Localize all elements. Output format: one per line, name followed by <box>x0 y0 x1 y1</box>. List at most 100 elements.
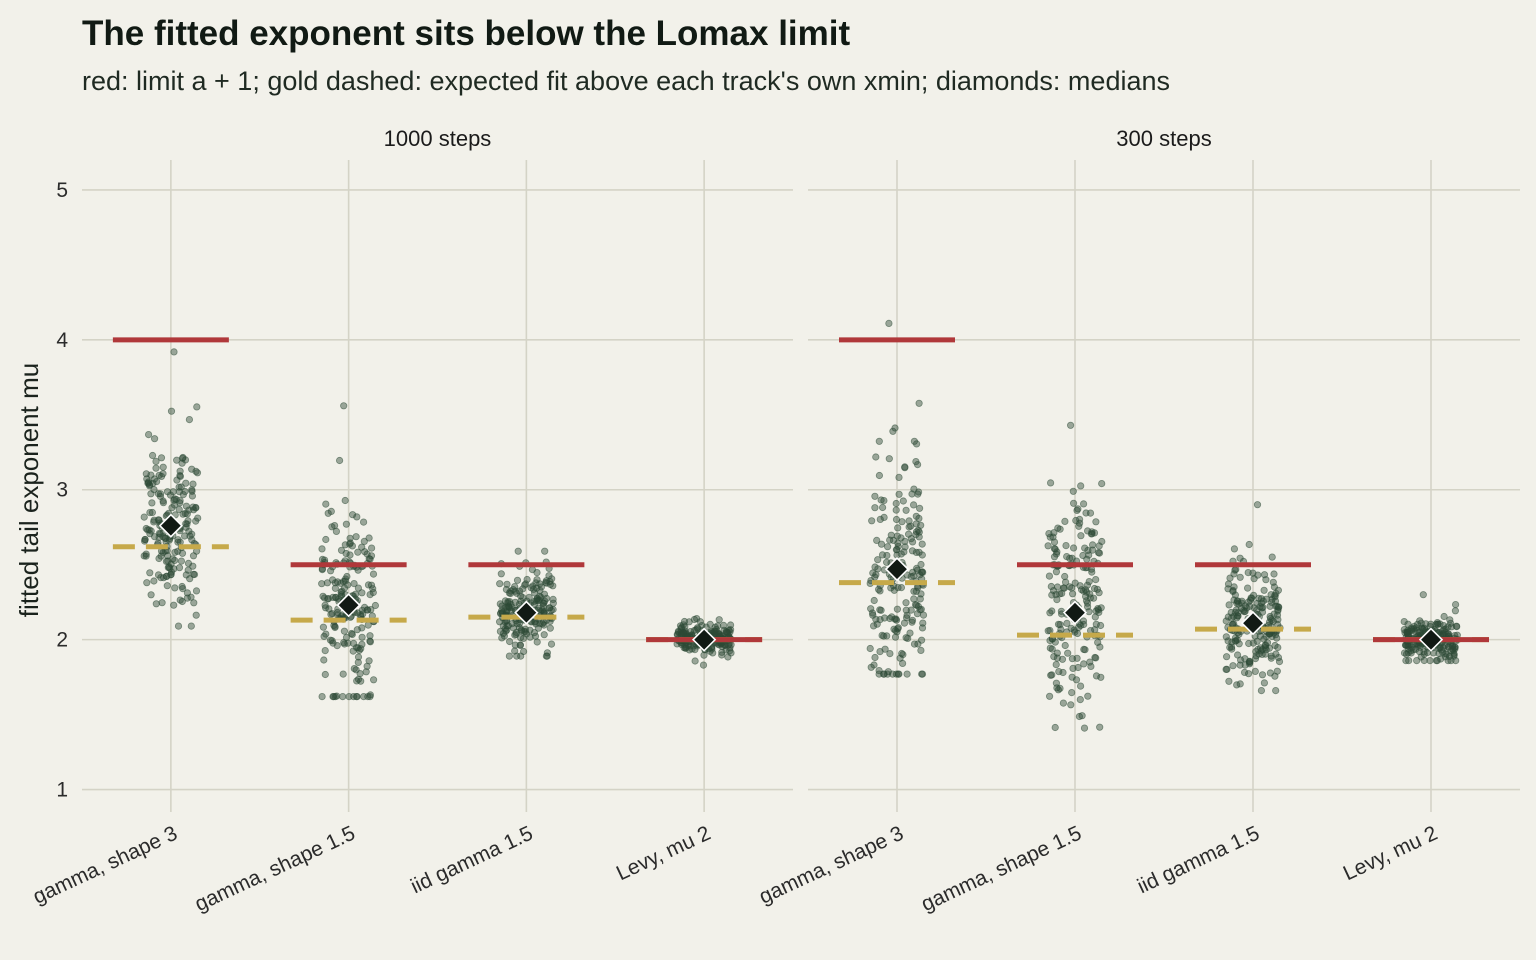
data-point <box>192 611 200 619</box>
data-point <box>350 579 358 588</box>
data-point <box>918 540 926 548</box>
data-point <box>1222 633 1230 641</box>
data-point <box>513 652 521 660</box>
data-point <box>348 630 356 639</box>
data-point <box>333 641 341 650</box>
data-point <box>872 453 880 461</box>
data-point <box>1443 650 1451 658</box>
data-point <box>149 479 157 487</box>
data-point <box>1451 607 1460 615</box>
data-point <box>1273 634 1281 642</box>
data-point <box>1081 646 1089 654</box>
data-point <box>353 677 361 685</box>
data-point <box>1082 509 1090 517</box>
data-point <box>322 500 330 508</box>
data-point <box>901 537 909 546</box>
data-point <box>324 594 333 603</box>
data-point <box>149 451 157 460</box>
data-point <box>1086 658 1094 666</box>
data-point <box>1077 532 1085 540</box>
data-point <box>1053 595 1061 604</box>
data-point <box>188 536 196 544</box>
data-point <box>152 600 160 608</box>
data-point <box>188 465 196 473</box>
data-point <box>517 652 525 660</box>
data-point <box>912 440 921 448</box>
data-point <box>1419 625 1427 634</box>
data-point <box>1057 607 1066 615</box>
data-point <box>1050 652 1058 661</box>
data-point <box>170 601 178 609</box>
x-tick-label: gamma, shape 3 <box>756 822 908 909</box>
data-point <box>516 592 525 600</box>
data-point <box>1059 699 1068 707</box>
data-point <box>534 596 542 605</box>
data-point <box>1233 681 1241 689</box>
data-point <box>1433 656 1441 665</box>
data-point <box>869 611 877 619</box>
data-point <box>185 415 193 424</box>
data-point <box>691 657 699 665</box>
data-point <box>693 614 701 623</box>
data-point <box>1072 676 1081 684</box>
data-point <box>337 579 345 587</box>
data-point <box>357 645 365 653</box>
data-point <box>1439 627 1447 635</box>
data-point <box>917 560 925 569</box>
median-marker <box>1240 611 1266 636</box>
data-point <box>1093 585 1102 593</box>
data-point <box>914 602 923 611</box>
data-point <box>1230 620 1238 628</box>
data-point <box>912 457 920 466</box>
data-point <box>1078 712 1086 720</box>
data-point <box>353 692 361 701</box>
data-point <box>883 543 892 551</box>
panel-strip-label: 1000 steps <box>384 126 492 151</box>
data-point <box>916 606 924 614</box>
data-point <box>718 648 726 656</box>
data-point <box>1402 656 1410 665</box>
data-point <box>184 517 192 525</box>
data-point <box>871 653 879 662</box>
data-point <box>324 509 332 517</box>
data-point <box>549 595 557 604</box>
data-point <box>1044 627 1052 635</box>
data-point <box>1400 649 1409 657</box>
data-point <box>354 548 362 556</box>
data-point <box>892 616 901 624</box>
data-point <box>1098 479 1106 488</box>
data-point <box>366 590 374 599</box>
data-point <box>1052 679 1061 687</box>
data-point <box>1452 600 1460 609</box>
data-point <box>1053 583 1062 591</box>
data-point <box>513 576 522 584</box>
y-tick-label: 2 <box>56 629 68 652</box>
data-point <box>908 618 916 626</box>
data-point <box>144 479 152 487</box>
data-point <box>1449 642 1457 650</box>
data-point <box>354 658 362 667</box>
data-point <box>1228 614 1236 622</box>
data-point <box>371 601 379 610</box>
data-point <box>364 692 372 701</box>
data-point <box>1098 537 1106 546</box>
data-point <box>1272 686 1280 695</box>
data-point <box>192 587 201 595</box>
data-point <box>190 570 199 579</box>
data-point <box>342 549 350 558</box>
data-point <box>1068 688 1076 697</box>
data-point <box>914 490 922 498</box>
data-point <box>511 641 519 649</box>
data-point <box>534 624 543 632</box>
data-point <box>540 631 548 639</box>
data-point <box>146 508 154 517</box>
data-point <box>892 506 900 514</box>
data-point <box>1270 583 1279 591</box>
data-point <box>891 424 899 432</box>
data-point <box>877 496 885 504</box>
data-point <box>1245 660 1254 668</box>
data-point <box>917 521 925 529</box>
data-point <box>177 557 185 565</box>
data-point <box>918 670 927 678</box>
data-point <box>527 584 535 592</box>
